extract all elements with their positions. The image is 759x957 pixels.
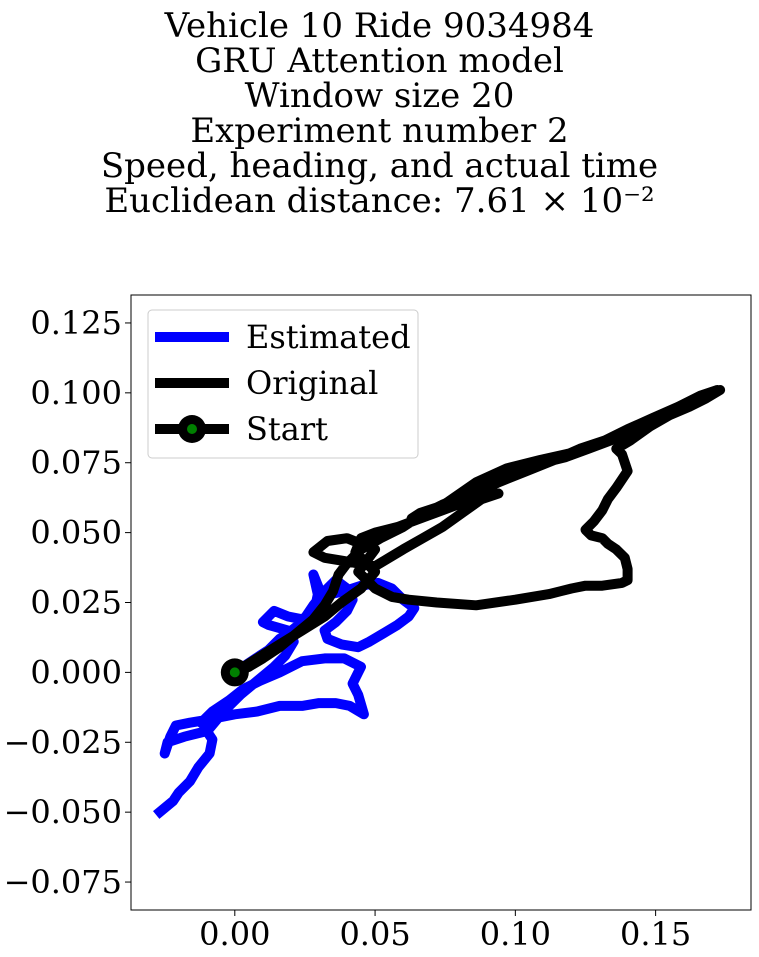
chart-title-line-4: Experiment number 2 bbox=[190, 111, 569, 151]
y-tick-label: 0.000 bbox=[30, 653, 122, 691]
y-tick-label: 0.125 bbox=[30, 304, 122, 342]
y-tick-label: −0.025 bbox=[4, 723, 122, 761]
chart-title-line-3: Window size 20 bbox=[244, 76, 515, 116]
y-tick-label: 0.075 bbox=[30, 444, 122, 482]
estimated-line bbox=[153, 569, 420, 819]
legend-label-original: Original bbox=[246, 364, 378, 402]
y-tick-label: 0.025 bbox=[30, 584, 122, 622]
original-line bbox=[232, 385, 726, 678]
y-tick-label: −0.050 bbox=[4, 793, 122, 831]
start-marker-inner bbox=[229, 667, 240, 678]
plot-data-group bbox=[153, 385, 726, 819]
legend: Estimated Original Start bbox=[147, 309, 419, 459]
legend-label-start: Start bbox=[246, 410, 328, 448]
legend-marker-start-inner bbox=[187, 424, 197, 434]
chart-title-line-1: Vehicle 10 Ride 9034984 bbox=[164, 6, 595, 46]
chart-title-line-5: Speed, heading, and actual time bbox=[100, 146, 659, 186]
x-tick-label: 0.05 bbox=[339, 915, 410, 953]
chart-title-line-6: Euclidean distance: 7.61 × 10⁻² bbox=[104, 181, 655, 221]
x-tick-label: 0.00 bbox=[199, 915, 270, 953]
y-tick-label: 0.050 bbox=[30, 514, 122, 552]
x-tick-label: 0.10 bbox=[480, 915, 551, 953]
chart-title-line-2: GRU Attention model bbox=[195, 41, 564, 81]
legend-label-estimated: Estimated bbox=[246, 318, 411, 356]
legend-box bbox=[147, 309, 419, 459]
x-tick-label: 0.15 bbox=[620, 915, 691, 953]
y-tick-label: 0.100 bbox=[30, 374, 122, 412]
y-tick-label: −0.075 bbox=[4, 863, 122, 901]
